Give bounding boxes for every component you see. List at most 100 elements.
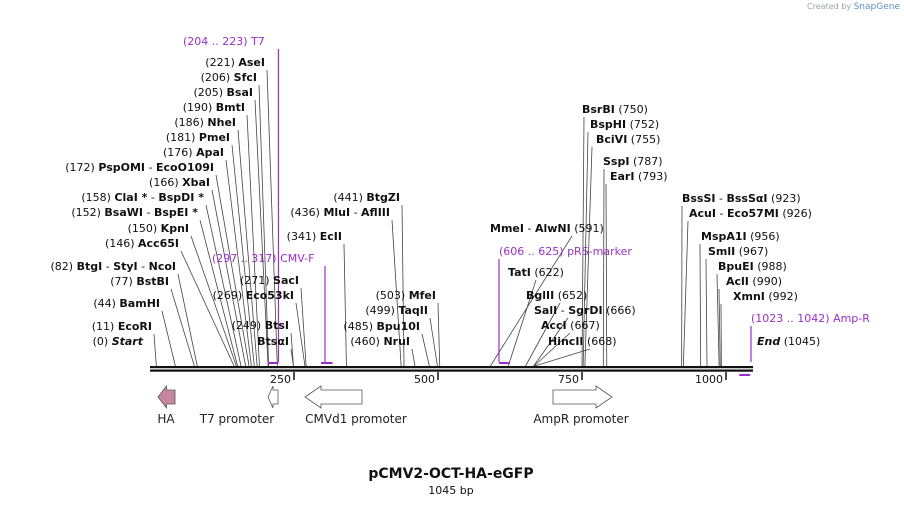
site-position: (755) — [631, 133, 661, 146]
site-label-BamHI: (44) BamHI — [93, 297, 160, 310]
site-leader-line — [391, 219, 402, 367]
enzyme-name: BmtI — [216, 101, 245, 114]
enzyme-name: MluI — [323, 206, 350, 219]
enzyme-name: End — [757, 335, 780, 348]
site-position: (172) — [65, 161, 95, 174]
site-label-AcuI: AcuI - Eco57MI (926) — [689, 207, 812, 220]
site-position: (926) — [782, 207, 812, 220]
site-leader-line — [401, 204, 405, 367]
site-position: (667) — [570, 319, 600, 332]
site-position: (923) — [771, 192, 801, 205]
separator: - — [557, 304, 568, 317]
site-position: (176) — [163, 146, 193, 159]
site-leader-line — [533, 332, 571, 367]
site-position: (190) — [183, 101, 213, 114]
site-label-BssSI: BssSI - BssSαI (923) — [682, 192, 801, 205]
feature-label: HA — [157, 412, 175, 426]
site-leader-line — [605, 183, 608, 367]
site-position: (503) — [376, 289, 406, 302]
site-label-BspHI: BspHI (752) — [590, 118, 659, 131]
enzyme-name: EarI — [610, 170, 634, 183]
primer-range: (297 .. 317) — [212, 252, 277, 265]
site-label-TatI: TatI (622) — [508, 266, 564, 279]
site-leader-line — [237, 129, 258, 367]
separator: - — [716, 207, 727, 220]
site-leader-line — [246, 114, 260, 367]
site-leader-line — [231, 144, 255, 367]
site-position: (668) — [587, 335, 617, 348]
site-leader-line — [205, 204, 242, 367]
enzyme-name: TaqII — [398, 304, 428, 317]
enzyme-name: AclI — [726, 275, 749, 288]
site-leader-line — [581, 116, 585, 367]
site-label-EcoRI: (11) EcoRI — [92, 320, 152, 333]
site-leader-line — [716, 273, 720, 367]
enzyme-name: MmeI — [490, 222, 524, 235]
separator: - — [143, 206, 154, 219]
site-leader-line — [437, 302, 441, 367]
enzyme-name: SacI — [273, 274, 299, 287]
site-label-ApaI: (176) ApaI — [163, 146, 224, 159]
enzyme-name: BspHI — [590, 118, 626, 131]
site-label-BsrBI: BsrBI (750) — [582, 103, 648, 116]
site-leader-line — [211, 189, 247, 367]
site-leader-line — [507, 279, 537, 367]
enzyme-name: MfeI — [409, 289, 436, 302]
site-position: (44) — [93, 297, 116, 310]
site-leader-line — [190, 235, 237, 367]
site-leader-line — [180, 250, 235, 367]
site-label-EcII: (341) EcII — [287, 230, 342, 243]
site-leader-line — [584, 146, 593, 367]
site-leader-line — [533, 317, 569, 367]
feature-label: CMVd1 promoter — [305, 412, 407, 426]
site-leader-line — [421, 333, 430, 367]
enzyme-name: AcuI — [689, 207, 716, 220]
site-position: (441) — [333, 191, 363, 204]
site-leader-line — [161, 310, 176, 367]
site-position: (186) — [174, 116, 204, 129]
site-leader-line — [682, 220, 689, 367]
site-leader-line — [258, 84, 270, 367]
site-label-BtgZI: (441) BtgZI — [333, 191, 400, 204]
site-leader-line — [199, 219, 238, 367]
feature-arrow — [267, 385, 279, 409]
site-leader-line — [411, 348, 416, 367]
enzyme-name: Acc65I — [138, 237, 179, 250]
site-leader-line — [170, 288, 195, 367]
site-position: (166) — [149, 176, 179, 189]
primer-label-CMV-F: (297 .. 317) CMV-F — [212, 252, 314, 265]
enzyme-name: EcII — [320, 230, 342, 243]
site-leader-line — [525, 302, 561, 367]
enzyme-name: AseI — [238, 56, 265, 69]
enzyme-name: Start — [112, 335, 144, 348]
site-label-Eco53kI: (269) Eco53kI — [213, 289, 294, 302]
enzyme-alt-name: BspEI — [154, 206, 188, 219]
primer-name: Amp-R — [833, 312, 870, 325]
site-position: (793) — [638, 170, 668, 183]
site-label-SfcI: (206) SfcI — [201, 71, 257, 84]
enzyme-name: SfcI — [234, 71, 257, 84]
primer-range: (606 .. 625) — [499, 245, 564, 258]
separator: - — [350, 206, 361, 219]
enzyme-name: HincII — [548, 335, 584, 348]
enzyme-name: BsaWI — [104, 206, 143, 219]
site-position: (158) — [81, 191, 111, 204]
enzyme-name: PspOMI — [98, 161, 145, 174]
site-position: (11) — [92, 320, 115, 333]
enzyme-name: Bpu10I — [377, 320, 421, 333]
primer-binding-bar — [321, 362, 333, 364]
enzyme-name: SspI — [603, 155, 629, 168]
enzyme-name: MspA1I — [701, 230, 747, 243]
site-label-BglII: BglII (652) — [526, 289, 587, 302]
site-labels: (0) Start(11) EcoRI(44) BamHI(77) BstBI(… — [51, 35, 871, 348]
site-leader-line — [343, 243, 347, 367]
primer-binding-bar — [739, 374, 751, 376]
site-label-SacI: (271) SacI — [240, 274, 299, 287]
enzyme-name: AccI — [541, 319, 567, 332]
site-position: (591) — [574, 222, 604, 235]
site-label-TaqII: (499) TaqII — [365, 304, 428, 317]
site-leader-line — [490, 235, 573, 367]
enzyme-name: ApaI — [196, 146, 224, 159]
site-position: (0) — [93, 335, 109, 348]
